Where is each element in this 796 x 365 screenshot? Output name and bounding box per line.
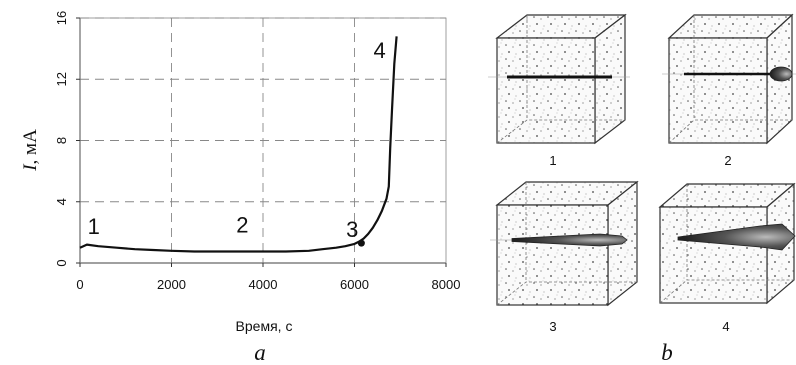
y-tick-label: 12 — [54, 72, 69, 86]
x-tick-label: 4000 — [249, 277, 278, 292]
cube-label-1: 1 — [549, 153, 556, 168]
annotation-layer: 1 2 3 4 — [88, 38, 386, 242]
x-tick-label: 2000 — [157, 277, 186, 292]
cube-1: 1 — [488, 13, 630, 168]
y-tick-label: 4 — [54, 198, 69, 205]
y-tick-label: 0 — [54, 259, 69, 266]
x-tick-label: 8000 — [432, 277, 461, 292]
cube-2: 2 — [662, 13, 796, 168]
annotation-label: 4 — [374, 38, 386, 63]
y-axis-label: I, мА — [20, 129, 41, 172]
series-point-marker — [357, 239, 365, 247]
y-tick-label: 16 — [54, 11, 69, 25]
x-axis-label: Время, с — [236, 318, 293, 334]
annotation-label: 2 — [236, 212, 248, 237]
y-tick-label: 8 — [54, 137, 69, 144]
x-tick-label: 6000 — [340, 277, 369, 292]
cube-label-2: 2 — [724, 153, 731, 168]
discharge-plume-2 — [769, 66, 793, 82]
cube-4: 4 — [658, 182, 796, 334]
discharge-plume-3 — [511, 233, 628, 247]
cube-label-3: 3 — [549, 319, 556, 334]
cube-3: 3 — [490, 180, 639, 334]
discharge-plume-4 — [677, 223, 796, 251]
panel-label-b: b — [661, 340, 673, 365]
panel-label-a: a — [254, 340, 266, 365]
annotation-label: 3 — [346, 217, 358, 242]
x-tick-label: 0 — [76, 277, 83, 292]
cube-label-4: 4 — [722, 319, 729, 334]
series-line-current — [79, 36, 398, 253]
annotation-label: 1 — [88, 214, 100, 239]
cube-diagrams: 1 2 3 4 b — [488, 13, 796, 365]
